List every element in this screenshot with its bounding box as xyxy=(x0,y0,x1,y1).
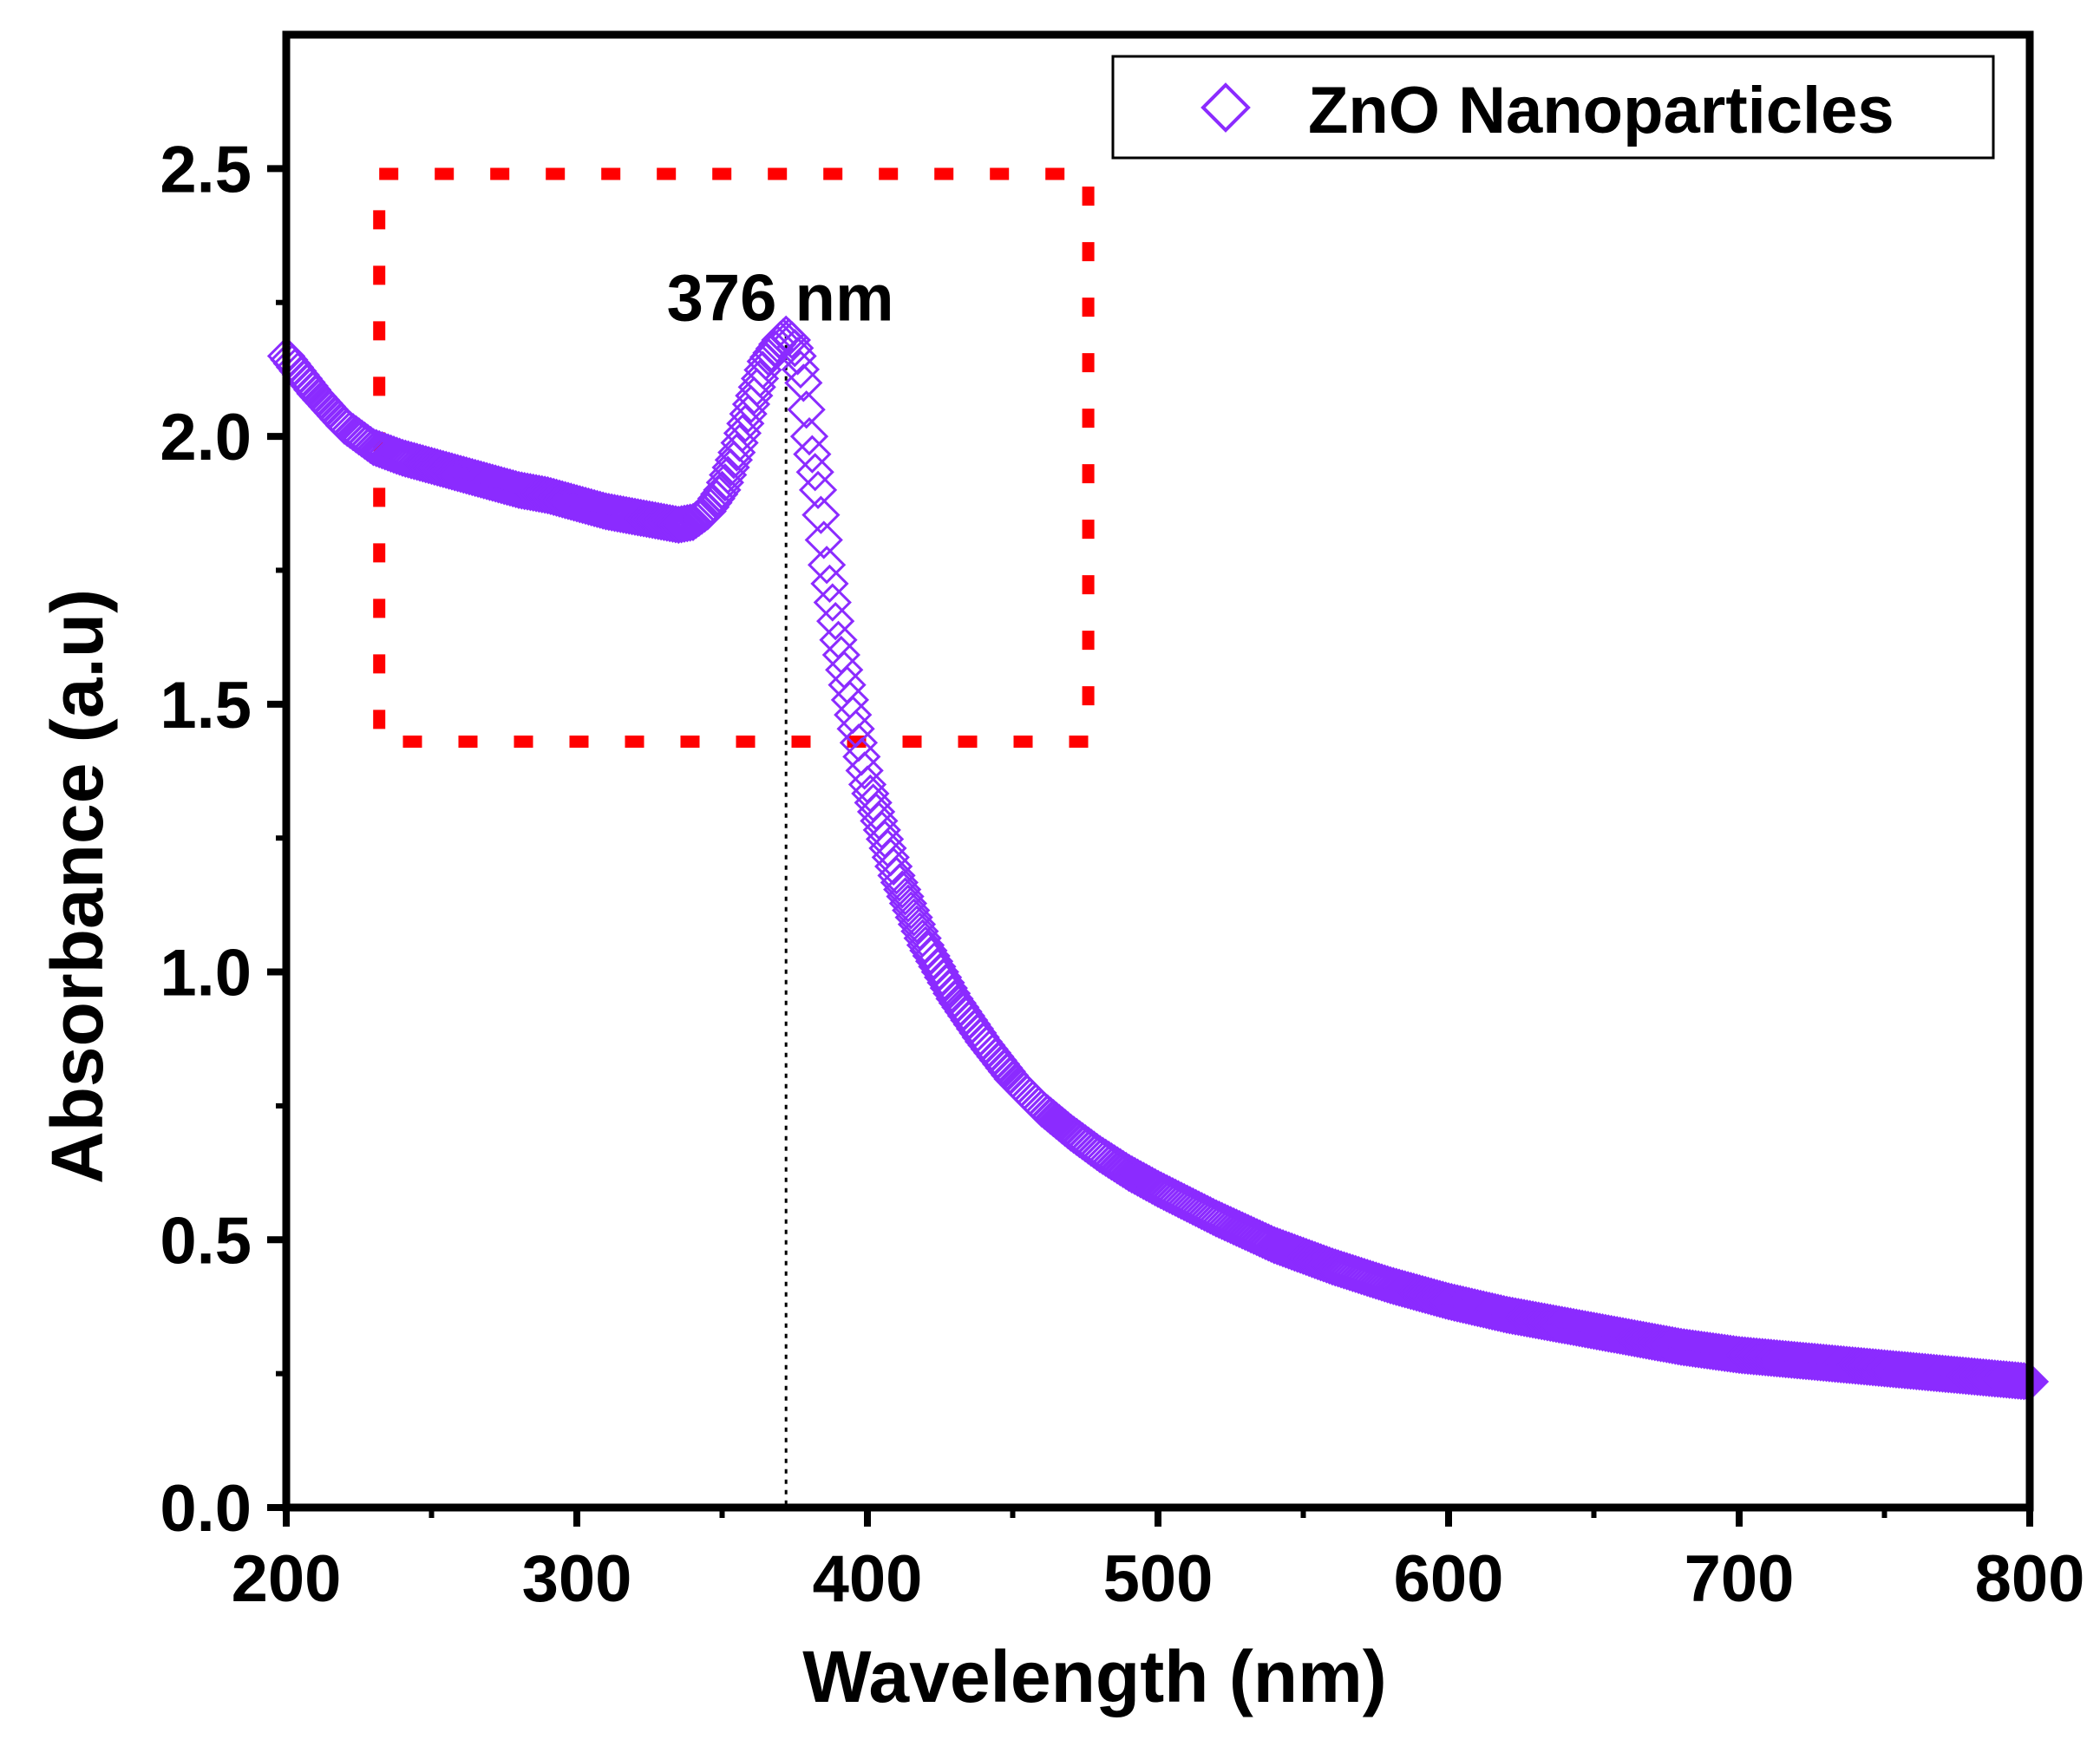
data-point xyxy=(894,898,933,937)
data-point xyxy=(807,546,847,585)
data-point xyxy=(816,601,855,641)
data-point xyxy=(795,453,834,492)
data-point xyxy=(2005,1362,2044,1401)
data-point xyxy=(888,884,928,923)
data-point xyxy=(810,564,849,604)
x-tick-label: 700 xyxy=(1685,1542,1795,1616)
data-point xyxy=(926,963,965,1003)
x-tick-label: 200 xyxy=(232,1542,342,1616)
x-axis-title: Wavelength (nm) xyxy=(802,1636,1387,1717)
x-tick-label: 600 xyxy=(1394,1542,1504,1616)
x-tick-label: 300 xyxy=(522,1542,632,1616)
data-point xyxy=(886,877,925,916)
data-point xyxy=(880,863,919,902)
data-point xyxy=(897,905,937,944)
data-point xyxy=(892,891,931,930)
y-tick-label: 2.0 xyxy=(160,401,252,474)
x-tick-label: 400 xyxy=(813,1542,923,1616)
data-point xyxy=(845,751,884,790)
peak-annotation: 376 nm xyxy=(667,262,894,336)
x-tick-label: 500 xyxy=(1103,1542,1214,1616)
legend: ZnO Nanoparticles xyxy=(1111,55,1995,160)
data-point xyxy=(929,968,968,1008)
data-point xyxy=(877,856,916,895)
y-tick-label: 0.5 xyxy=(160,1204,252,1278)
data-point xyxy=(653,504,692,543)
plot-content xyxy=(266,167,2050,1508)
highlight-box xyxy=(373,167,1095,749)
y-tick-label: 1.0 xyxy=(160,937,252,1011)
data-point xyxy=(784,363,823,402)
data-point xyxy=(668,503,707,543)
data-point xyxy=(778,337,817,376)
data-point xyxy=(932,974,971,1013)
data-point xyxy=(772,320,812,360)
data-point xyxy=(787,390,826,429)
axes: 200 300 400 500 600 700 800 0.0 0.5 1.0 1.5 2.0 2.5 xyxy=(160,30,2085,1616)
legend-diamond-marker xyxy=(1200,82,1251,133)
data-point xyxy=(793,435,832,474)
data-point xyxy=(659,505,698,545)
data-point xyxy=(804,520,843,559)
data-point xyxy=(883,870,922,909)
y-axis-title: Absorbance (a.u) xyxy=(36,589,118,1184)
data-point xyxy=(789,416,829,456)
legend-box xyxy=(1111,55,1995,160)
data-point xyxy=(801,495,841,534)
data-point xyxy=(874,847,913,886)
data-point xyxy=(798,470,838,509)
data-point xyxy=(1992,1360,2032,1400)
plot-frame xyxy=(282,30,2034,1512)
y-tick-label: 1.5 xyxy=(160,669,252,742)
data-point xyxy=(781,350,821,389)
legend-label: ZnO Nanoparticles xyxy=(1308,74,1894,147)
data-point xyxy=(813,583,852,622)
y-tick-label: 0.0 xyxy=(160,1472,252,1546)
x-tick-label: 800 xyxy=(1975,1542,2085,1616)
y-tick-label: 2.5 xyxy=(160,133,252,206)
data-point xyxy=(775,329,814,368)
